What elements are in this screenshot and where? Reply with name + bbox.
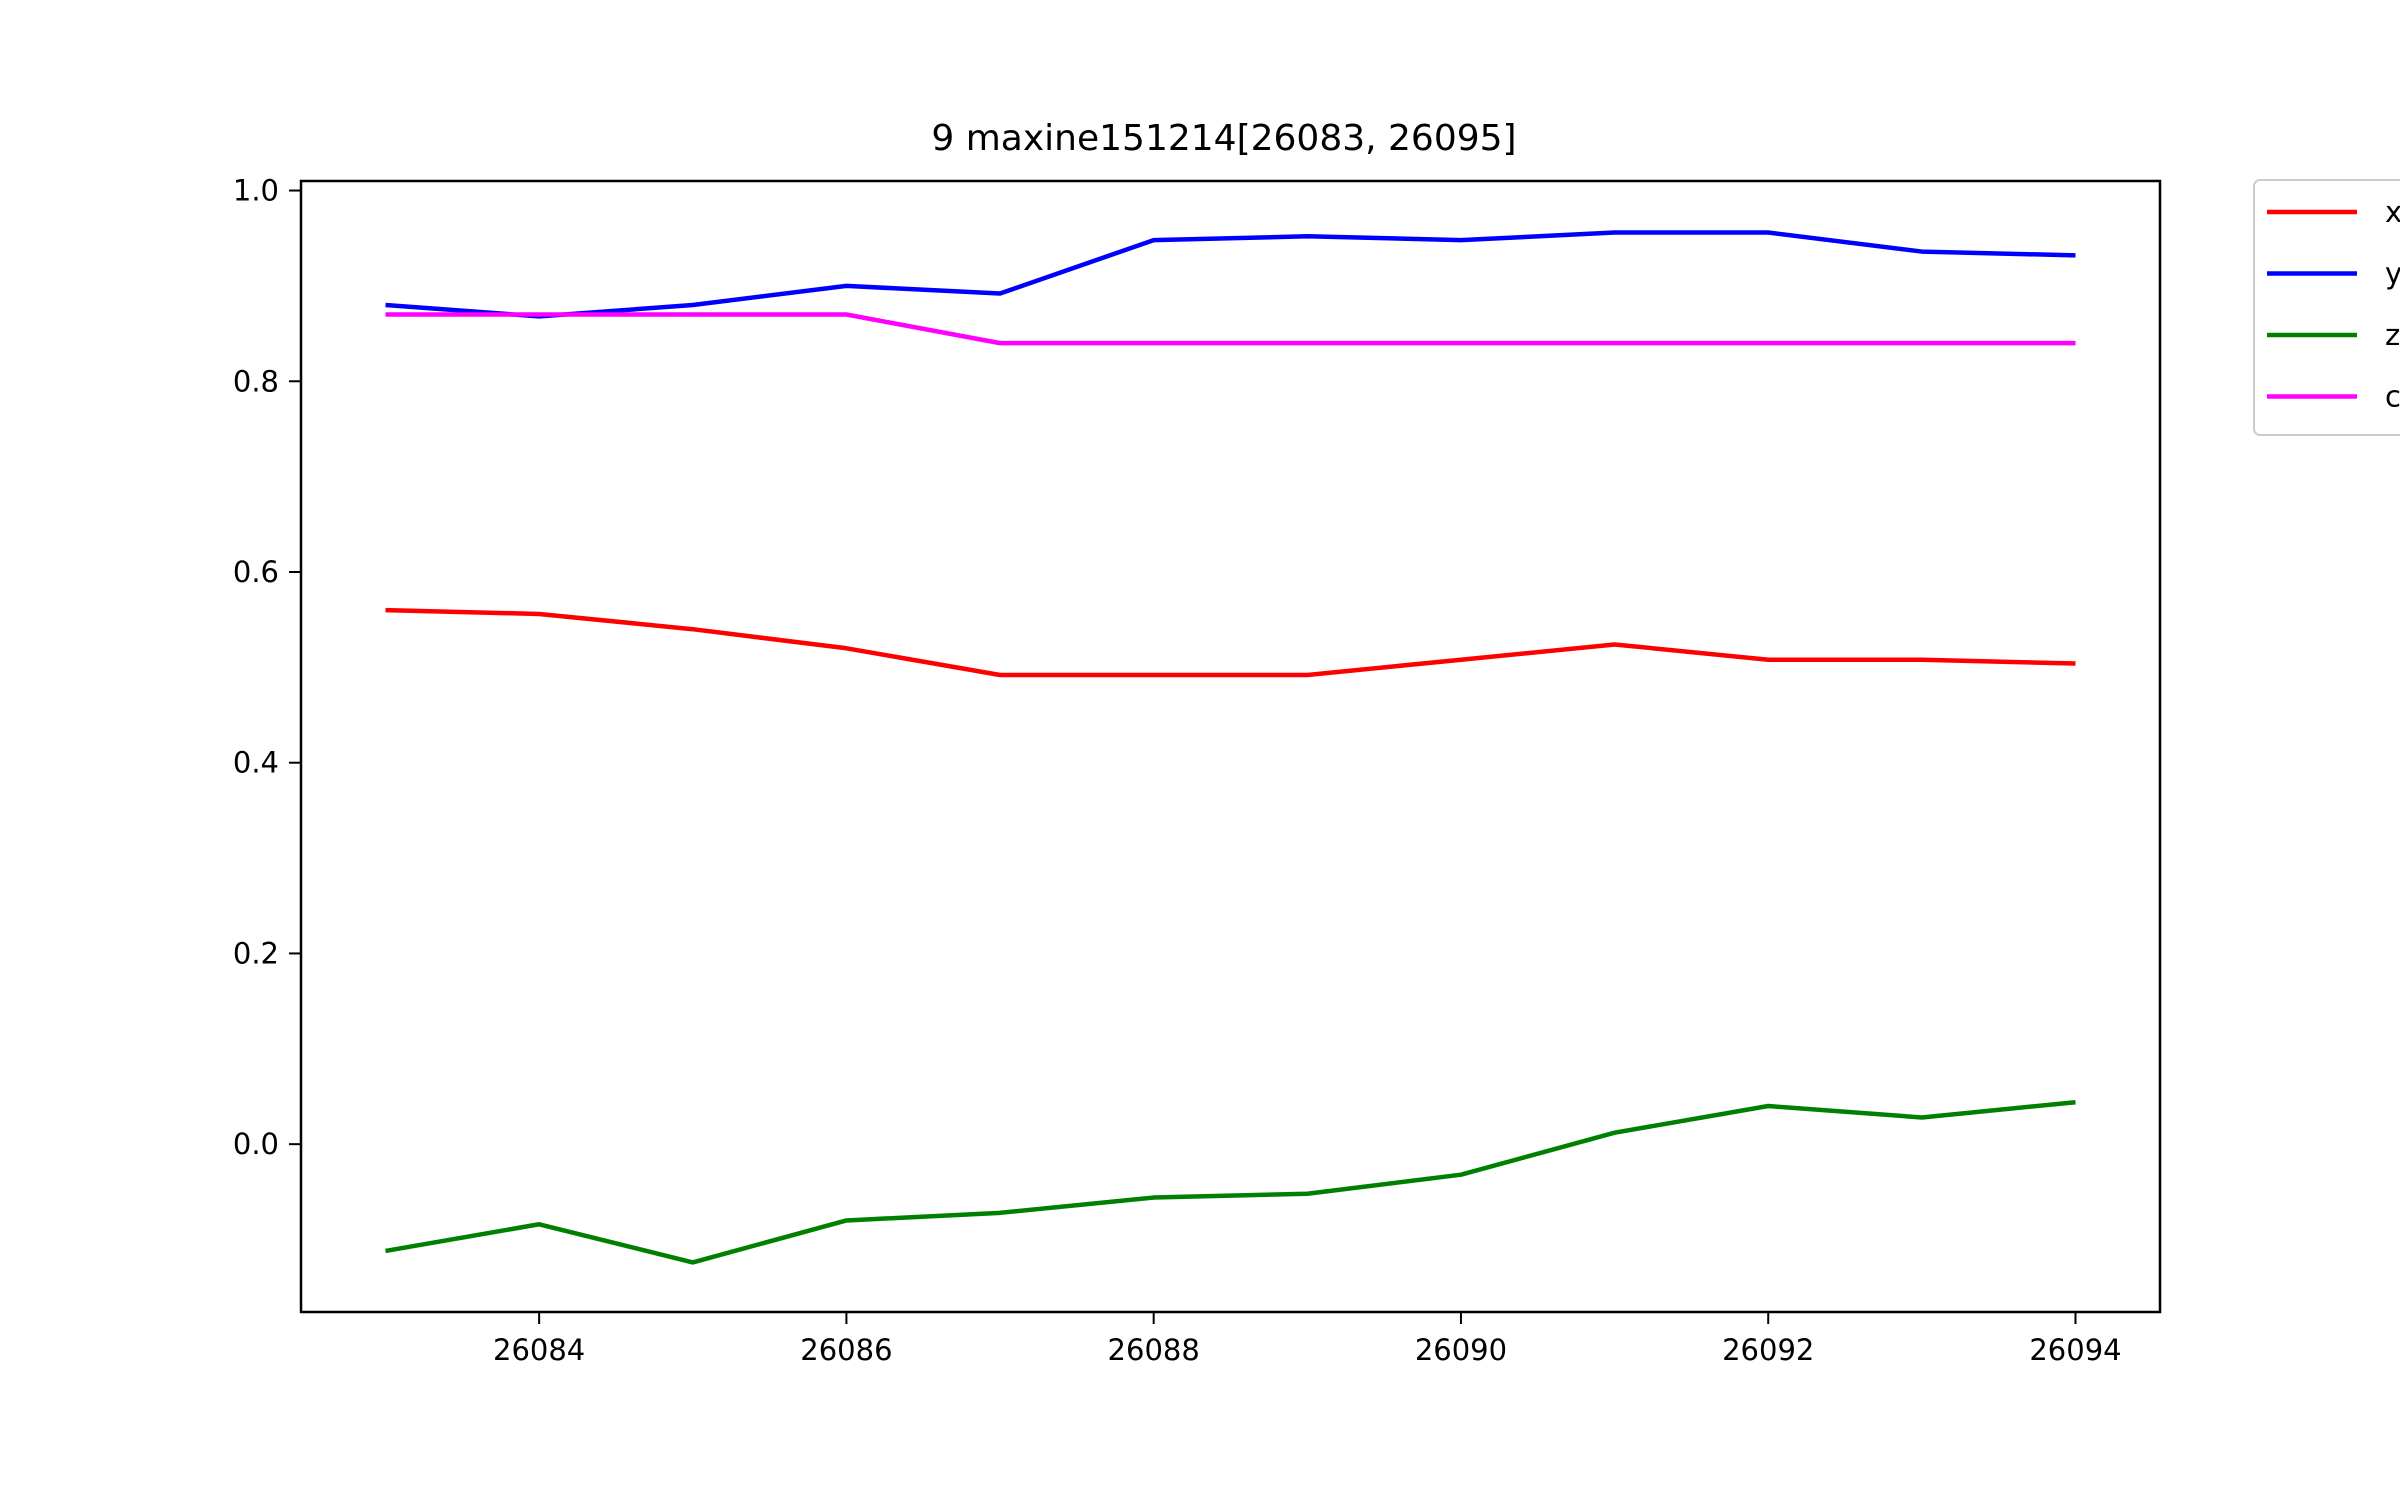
y-tick-label-0: 0.0 (233, 1127, 279, 1161)
y-tick-label-2: 0.4 (233, 746, 279, 780)
legend-label-z: z (2385, 318, 2400, 352)
legend-box (2253, 179, 2400, 436)
legend-label-y: y (2385, 257, 2400, 291)
y-tick-label-5: 1.0 (233, 174, 279, 208)
series-layer (385, 230, 2076, 1265)
chart-title: 9 maxine151214[26083, 26095] (931, 118, 1516, 159)
legend-label-c: c (2385, 380, 2400, 414)
y-tick-label-1: 0.2 (233, 936, 279, 970)
x-tick-label-2: 26088 (1108, 1333, 1200, 1367)
x-tick-label-4: 26092 (1722, 1333, 1814, 1367)
plot-area-frame (299, 179, 2162, 1314)
series-line-y (385, 230, 2076, 319)
y-tick-label-3: 0.6 (233, 555, 279, 589)
x-tick-label-0: 26084 (493, 1333, 585, 1367)
y-axis: 0.0 0.2 0.4 0.6 0.8 1.0 (233, 174, 301, 1161)
x-axis: 26084 26086 26088 26090 26092 26094 (493, 1312, 2122, 1367)
legend-label-x: x (2385, 195, 2400, 229)
series-line-x (385, 607, 2076, 678)
y-tick-label-4: 0.8 (233, 364, 279, 398)
x-tick-label-3: 26090 (1415, 1333, 1507, 1367)
series-line-c (385, 312, 2076, 346)
x-tick-label-1: 26086 (800, 1333, 892, 1367)
x-tick-label-5: 26094 (2029, 1333, 2121, 1367)
series-line-z (385, 1099, 2076, 1265)
